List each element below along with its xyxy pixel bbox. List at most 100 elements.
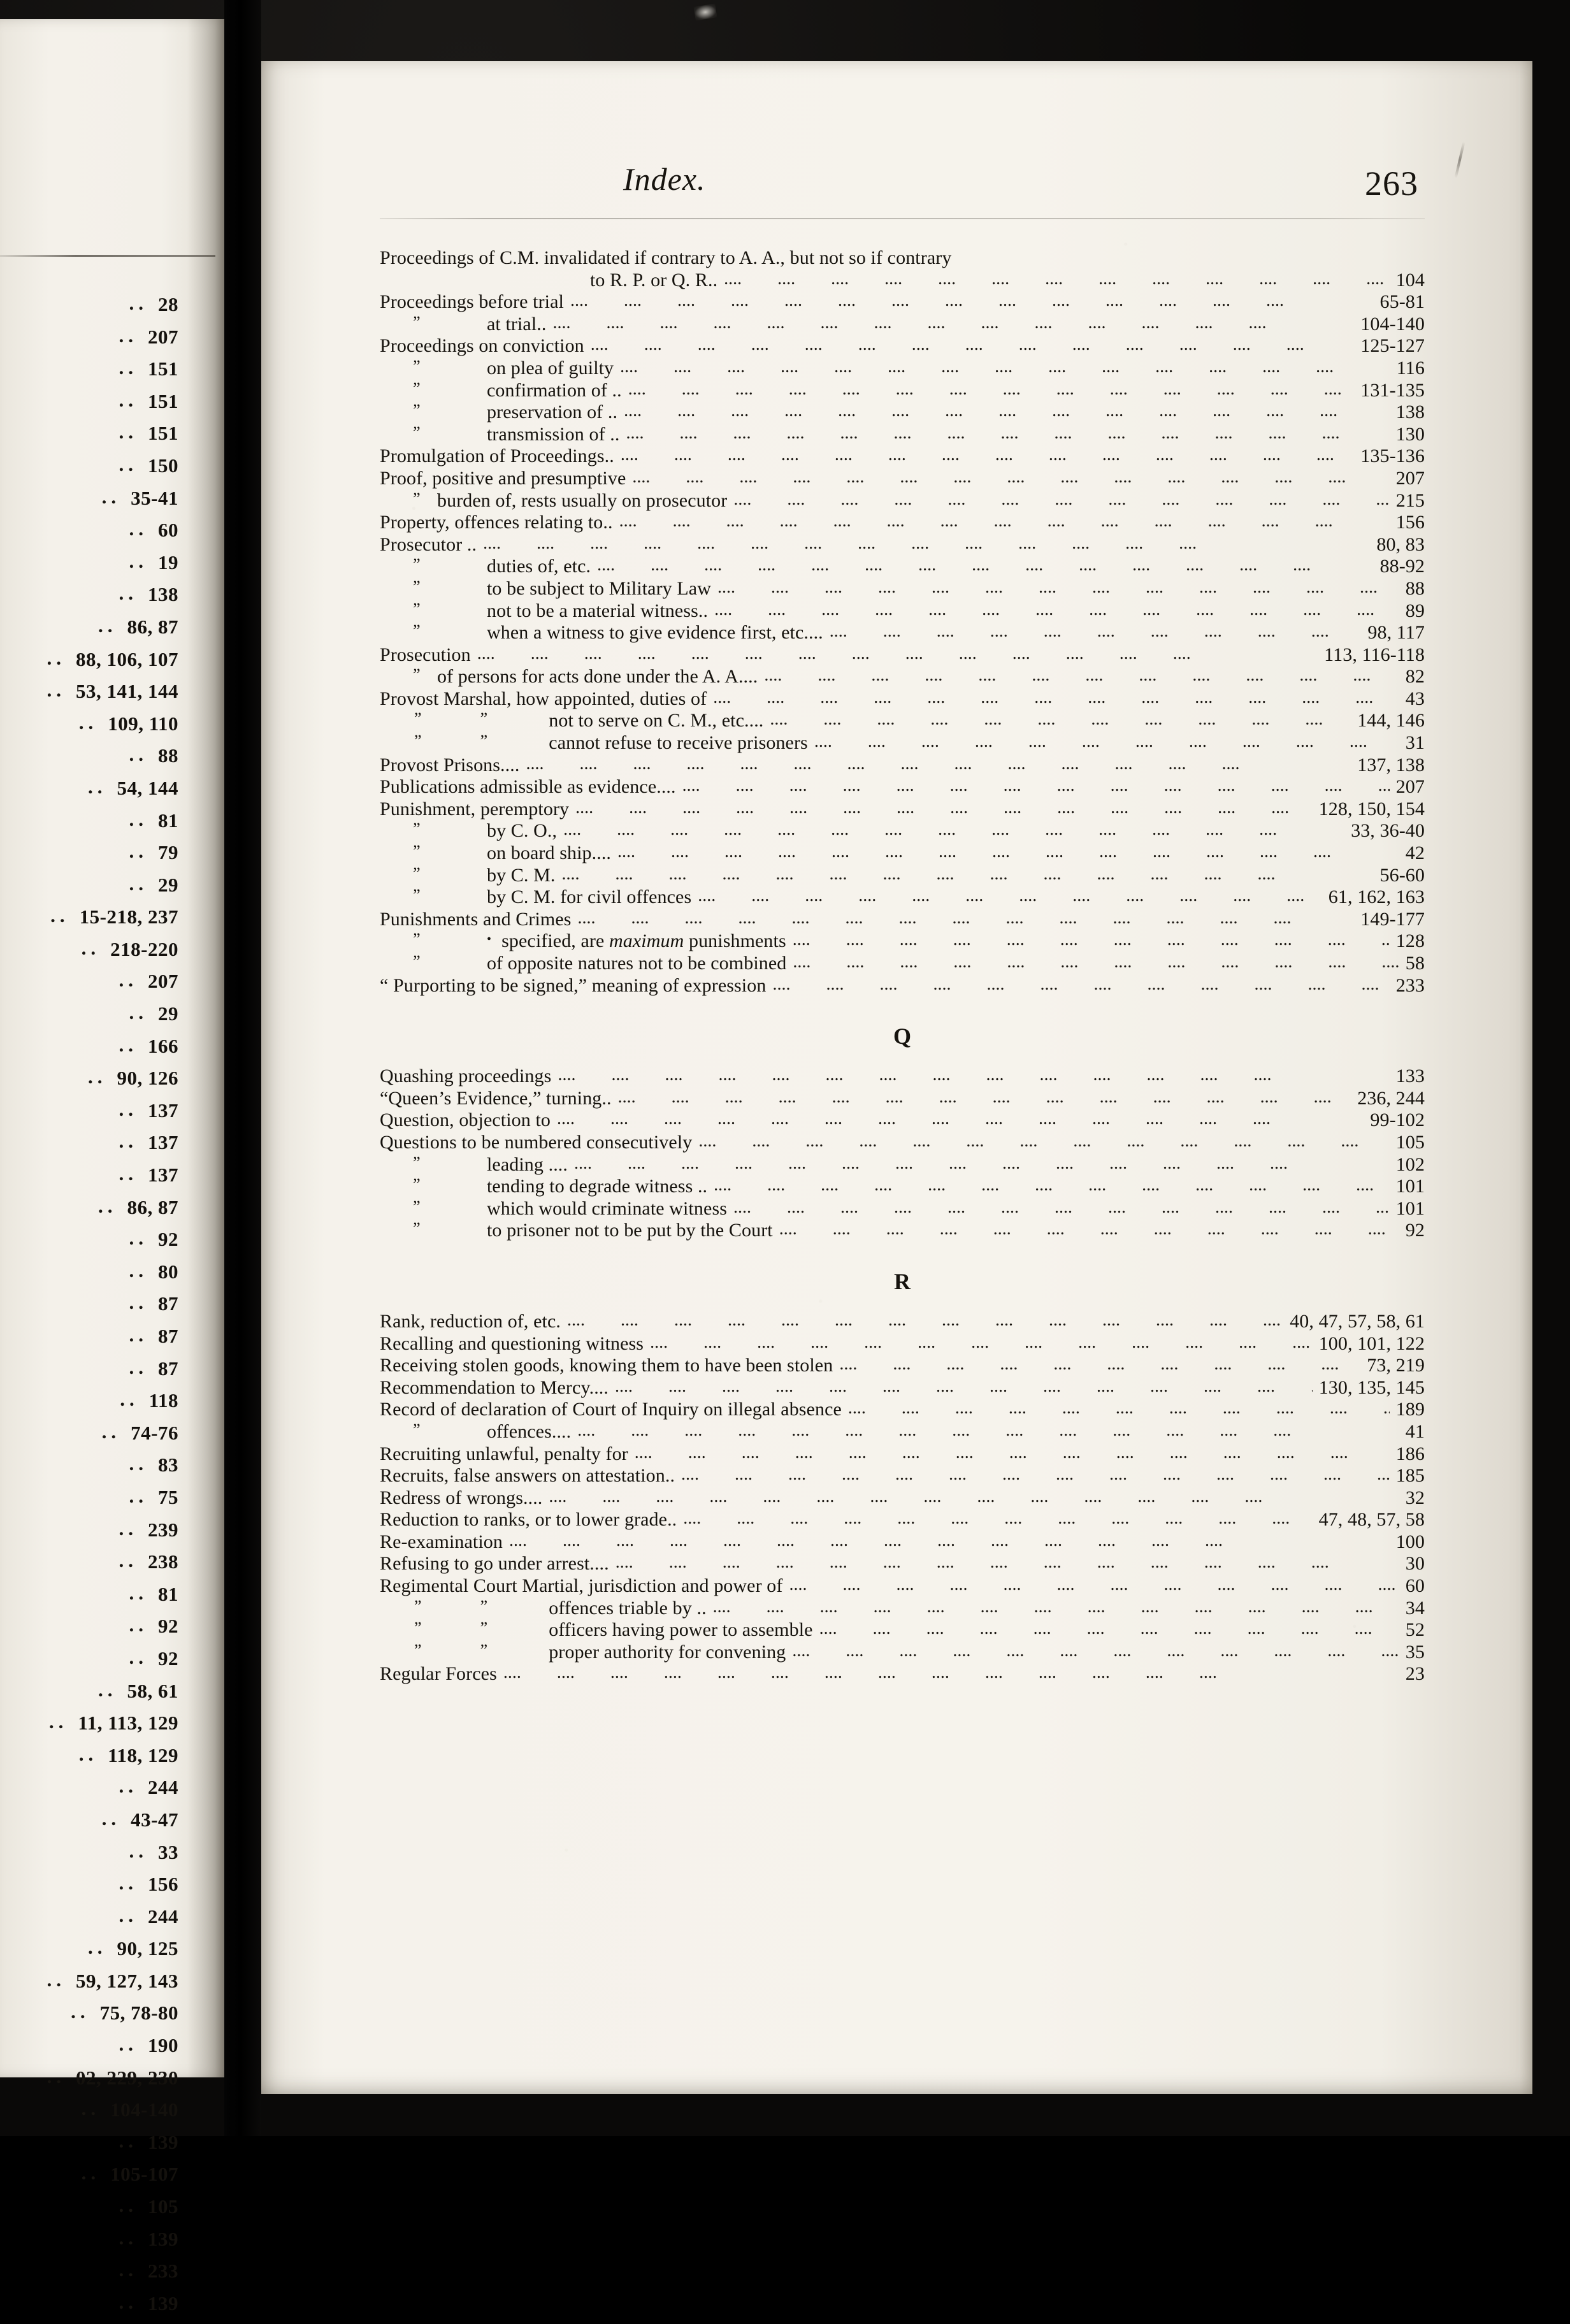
index-entry: Regimental Court Martial, jurisdiction a… [380,1575,1425,1598]
ditto-mark: ” [413,863,421,883]
leader-dots: .... .... .... .... .... .... .... .... … [792,1640,1399,1661]
left-page-number-row: .. 244 [0,1775,215,1808]
page-number: 92 [158,1647,178,1670]
left-page-number-row: .. 137 [0,1098,215,1132]
entry-label: Punishment, peremptory [380,798,569,820]
left-page-number-row: .. 28 [0,292,215,326]
entry-text: Prosecutor .. [380,533,477,555]
ditto-mark: ” [413,665,421,684]
entry-text: preservation of .. [487,401,618,423]
index-entry: ” duties of, etc. .... .... .... .... ....… [380,555,1425,578]
left-page-number-row: .. 244 [0,1903,215,1938]
index-entry: ” offences........ .... .... .... .... ..… [380,1420,1425,1443]
page-number: 58, 61 [127,1679,178,1702]
page-number: 109, 110 [108,712,178,735]
page-number: 104-140 [110,2098,178,2121]
left-page-number-row: .. 74-76 [0,1420,215,1454]
entry-label: Re-examination [380,1531,503,1553]
leader-dots: .. [119,2258,138,2281]
entry-text: confirmation of .. [487,379,622,401]
ditto-mark: ” [413,555,421,574]
left-page-number-row: .. 81 [0,808,215,842]
entry-label: Proof, positive and presumptive [380,468,626,489]
index-entry: ” • specified, are maximum punishments....… [380,930,1425,953]
left-page-number-row: .. 190 [0,2033,215,2067]
entry-page-numbers: 42 [1405,842,1425,864]
entry-text: by C. O., [487,820,558,842]
index-entry: ”” proper authority for convening .... ...… [380,1640,1425,1664]
leader-dots: .. [119,421,138,444]
ditto-mark-pair: ”” [380,1597,549,1619]
entry-page-numbers: 104-140 [1360,313,1425,335]
leader-dots: .... .... .... .... .... .... .... .... … [683,1508,1312,1529]
entry-text: specified, are maximum punishments [501,930,786,952]
left-page-number-row: .. 53, 141, 144 [0,679,215,712]
page-number: 54, 144 [117,776,178,799]
entry-page-numbers: 138 [1395,401,1425,423]
leader-dots: .... .... .... .... .... .... .... .... … [526,753,1276,774]
entry-page-numbers: 116 [1396,357,1425,379]
left-page-number-row: .. 33 [0,1840,215,1873]
entry-page-numbers: 101 [1395,1176,1425,1197]
leader-dots: .... .... .... .... .... .... .... .... … [819,1619,1399,1639]
entry-page-numbers: 65-81 [1379,291,1425,313]
leader-dots: .. [119,2129,138,2152]
left-page-number-row: .. 90, 125 [0,1936,215,1970]
entry-label: Regular Forces [380,1663,497,1685]
index-entry: Proof, positive and presumptive .... ....… [380,467,1425,490]
leader-dots: .. [47,1968,66,1991]
index-entry: ” of opposite natures not to be combined.… [380,952,1425,975]
left-page-number-row: .. 43-47 [0,1807,215,1841]
leader-dots: .. [129,872,148,895]
leader-dots: .. [47,2065,66,2088]
entry-label: Questions to be numbered consecutively [380,1132,692,1153]
index-entry: ” to prisoner not to be put by the Court.… [380,1219,1425,1242]
page-number: 43-47 [131,1808,178,1831]
left-page-number-row: .. 139 [0,2290,215,2324]
leader-dots: .... .... .... .... .... .... .... .... … [477,643,1227,663]
page-number: 137 [148,1164,178,1187]
index-entry: ” which would criminate witness .... .... … [380,1197,1425,1220]
entry-label: Reduction to ranks, or to lower grade.. [380,1509,677,1531]
ditto-mark: ” [413,422,421,442]
page-number: 83 [158,1454,178,1476]
leader-dots: .. [119,452,138,475]
index-entry: Reduction to ranks, or to lower grade...… [380,1508,1425,1531]
entry-page-numbers: 60 [1405,1575,1425,1597]
entry-page-numbers: 58 [1405,953,1425,974]
leader-dots: .... .... .... .... .... .... .... .... … [779,1219,1399,1239]
left-page-number-row: .. 87 [0,1356,215,1390]
left-page-number-row: .. 58, 61 [0,1678,215,1712]
page-folio-number: 263 [1365,164,1418,203]
page-number: 207 [148,970,178,993]
index-entry-list: Proceedings of C.M. invalidated if contr… [380,247,1425,1685]
entry-label: ” by C. O., [380,819,558,842]
entry-page-numbers: 104 [1395,269,1425,291]
entry-label: Punishments and Crimes [380,909,572,930]
index-entry: Prosecutor .. .... .... .... .... .... ..… [380,533,1425,556]
ditto-mark: ” [480,709,488,728]
page-number: 86, 87 [127,615,178,638]
left-page-number-row: .. 02, 229, 230 [0,2065,215,2099]
leader-dots: .. [120,1388,139,1411]
entry-label: ”” proper authority for convening [380,1641,786,1663]
leader-dots: .. [98,614,117,637]
entry-label: Proceedings on conviction [380,335,584,357]
entry-text: Regular Forces [380,1663,497,1685]
leader-dots: .. [119,969,138,992]
leader-dots: .... .... .... .... .... .... .... .... … [717,577,1399,597]
page-number: 151 [148,389,178,412]
book-gutter-shadow [224,0,261,2136]
entry-page-numbers: 130, 135, 145 [1318,1376,1425,1398]
leader-dots: .. [119,2290,138,2313]
left-page-number-row: .. 92 [0,1646,215,1680]
left-page-number-row: .. 81 [0,1582,215,1615]
index-entry: Quashing proceedings .... .... .... .... … [380,1065,1425,1088]
leader-dots: .. [81,2162,101,2184]
leader-dots: .... .... .... .... .... .... .... .... … [698,886,1322,906]
index-entry: ”” officers having power to assemble.... … [380,1619,1425,1642]
leader-dots: .... .... .... .... .... .... .... .... … [724,268,1390,289]
leader-dots: .. [119,1903,138,1926]
entry-text: duties of, etc. [487,556,591,577]
leader-dots: .... .... .... .... .... .... .... .... … [712,1596,1399,1617]
